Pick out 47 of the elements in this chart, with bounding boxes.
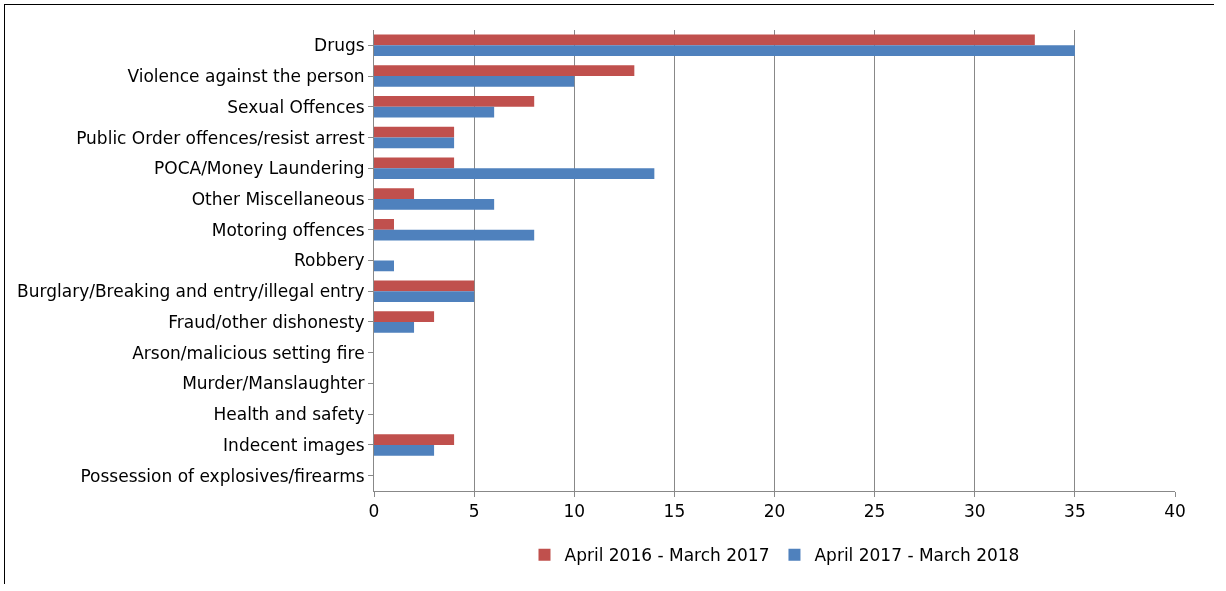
y-tick-label: Other Miscellaneous [191,188,365,209]
bar [374,45,1075,57]
bar [374,126,455,138]
bar [374,291,475,302]
legend-label: April 2016 - March 2017 [564,545,770,566]
bar [374,188,415,200]
bar [374,137,455,149]
bar [374,199,495,210]
y-tick-label: POCA/Money Laundering [154,158,365,179]
bar [374,34,1035,46]
y-tick-label: Burglary/Breaking and entry/illegal entry [17,281,365,302]
y-tick-label: Murder/Manslaughter [182,373,365,394]
bar [374,229,535,241]
x-tick-label: 15 [663,501,686,522]
y-tick-label: Robbery [294,250,365,271]
y-tick-label: Arson/malicious setting fire [132,342,365,363]
x-tick-label: 20 [763,501,786,522]
bar [374,280,475,292]
x-tick-label: 0 [368,501,380,522]
bar [374,260,395,272]
bar [374,168,655,180]
x-tick-label: 10 [563,501,586,522]
bar [374,157,455,169]
bar [374,321,415,333]
y-tick-label: Motoring offences [211,219,365,240]
bar [374,311,435,322]
bar [374,96,535,107]
y-tick-label: Health and safety [213,404,365,425]
bar [374,219,395,230]
y-tick-label: Violence against the person [127,66,365,87]
bar [374,76,575,87]
y-tick-label: Sexual Offences [227,96,365,117]
x-tick-label: 40 [1164,501,1186,522]
y-tick-label: Fraud/other dishonesty [168,311,365,332]
legend-label: April 2017 - March 2018 [814,545,1020,566]
y-tick-label: Public Order offences/resist arrest [76,127,365,148]
bar [374,65,635,77]
x-tick-label: 5 [468,501,480,522]
x-tick-label: 30 [963,501,986,522]
y-tick-label: Possession of explosives/firearms [80,465,365,486]
x-tick-label: 25 [863,501,886,522]
y-tick-label: Drugs [314,35,365,56]
bar [374,106,495,118]
bar [374,444,435,456]
y-tick-label: Indecent images [223,434,365,455]
bar [374,434,455,445]
x-tick-label: 35 [1064,501,1086,522]
